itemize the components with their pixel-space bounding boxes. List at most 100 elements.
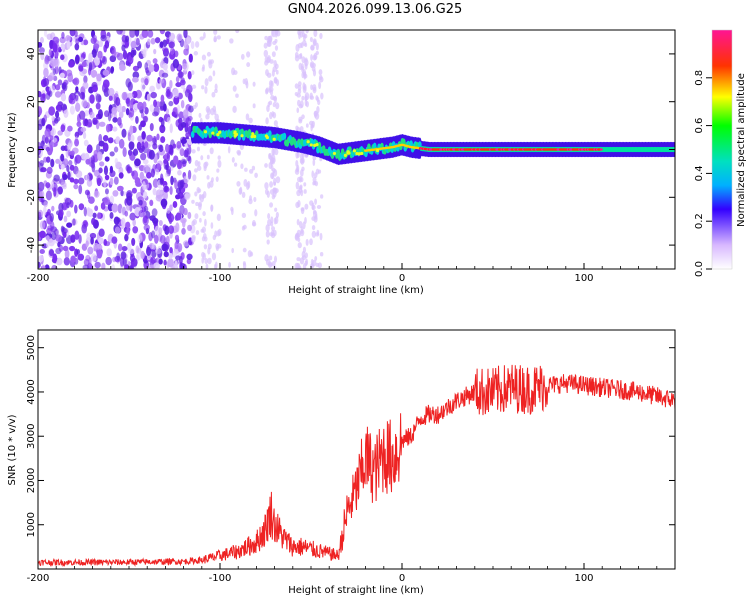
spectrogram-noise-cell xyxy=(266,55,272,63)
spectrogram-noise-cell xyxy=(68,160,73,166)
spectrogram-noise-cell xyxy=(121,44,126,52)
spectrogram-noise-cell xyxy=(242,224,247,230)
spectrogram-noise-cell xyxy=(315,168,320,175)
spectrogram-noise-cell xyxy=(242,247,247,253)
spectrogram-noise-cell xyxy=(204,78,209,87)
spectrogram-noise-cell xyxy=(195,201,199,207)
spectrogram-noise-cell xyxy=(166,91,173,100)
spectrogram-noise-cell xyxy=(143,215,148,224)
spectrogram-noise-cell xyxy=(214,230,218,238)
spectrogram-noise-cell xyxy=(311,225,316,231)
spectrogram-noise-cell xyxy=(296,93,301,98)
spectrogram-noise-cell xyxy=(212,105,217,112)
spectrogram-noise-cell xyxy=(137,61,142,69)
spectrogram-noise-cell xyxy=(90,37,97,45)
spectrogram-noise-cell xyxy=(312,159,316,167)
spectrogram-noise-cell xyxy=(160,117,165,128)
spectrogram-noise-cell xyxy=(64,249,70,259)
ridge-highlight xyxy=(240,134,244,138)
spectrogram-noise-cell xyxy=(316,204,322,209)
spectrogram-noise-cell xyxy=(41,264,46,269)
spectrogram-noise-cell xyxy=(315,42,319,51)
spectrogram-noise-cell xyxy=(274,216,279,225)
spectrogram-noise-cell xyxy=(179,255,183,266)
spectrogram-noise-cell xyxy=(63,257,70,266)
spectrogram-noise-cell xyxy=(199,36,205,41)
spectrogram-noise-cell xyxy=(135,116,139,124)
spectrogram-noise-cell xyxy=(101,56,107,65)
spectrogram-noise-cell xyxy=(93,43,100,50)
spectrogram-noise-cell xyxy=(198,201,203,208)
spectrogram-noise-cell xyxy=(318,81,322,90)
spectrogram-noise-cell xyxy=(159,30,165,35)
spectrogram-noise-cell xyxy=(59,72,65,79)
spectrogram-noise-cell xyxy=(183,149,189,158)
spectrogram-noise-cell xyxy=(166,116,171,124)
spectrogram-noise-cell xyxy=(131,187,137,194)
spectrogram-noise-cell xyxy=(303,189,307,194)
spectrogram-noise-cell xyxy=(316,96,320,103)
spectrogram-noise-cell xyxy=(88,61,93,72)
x-tick-label: -200 xyxy=(27,573,50,584)
spectrogram-noise-cell xyxy=(217,155,221,160)
spectrogram-noise-cell xyxy=(264,163,268,168)
spectrogram-noise-cell xyxy=(312,210,317,215)
spectrogram-noise-cell xyxy=(309,238,313,246)
spectrogram-noise-cell xyxy=(183,30,188,39)
spectrogram-noise-cell xyxy=(54,110,60,119)
spectrogram-noise-cell xyxy=(233,70,238,75)
spectrogram-noise-cell xyxy=(272,229,277,237)
spectrogram-noise-cell xyxy=(66,222,73,228)
spectrogram-noise-cell xyxy=(58,244,64,252)
spectrogram-noise-cell xyxy=(297,81,302,87)
spectrogram-noise-cell xyxy=(49,249,54,257)
spectrogram-noise-cell xyxy=(264,88,269,95)
spectrogram-noise-cell xyxy=(75,54,80,64)
ridge-core xyxy=(409,140,413,148)
spectrogram-noise-cell xyxy=(169,146,174,156)
spectrogram-noise-cell xyxy=(311,230,317,238)
spectrogram-noise-cell xyxy=(210,59,215,64)
spectrogram-noise-cell xyxy=(156,163,161,170)
spectrogram-noise-cell xyxy=(309,92,313,100)
spectrogram-noise-cell xyxy=(58,202,64,213)
spectrogram-noise-cell xyxy=(311,66,316,72)
spectrogram-noise-cell xyxy=(138,209,145,218)
spectrogram-noise-cell xyxy=(271,69,275,77)
spectrogram-noise-cell xyxy=(91,48,97,58)
spectrogram-noise-cell xyxy=(205,263,209,269)
spectrogram-noise-cell xyxy=(78,234,82,244)
spectrogram-noise-cell xyxy=(316,106,320,114)
spectrogram-noise-cell xyxy=(92,117,98,125)
spectrogram-noise-cell xyxy=(49,58,57,67)
spectrogram-noise-cell xyxy=(39,230,46,239)
spectrogram-noise-cell xyxy=(216,213,221,222)
spectrogram-noise-cell xyxy=(162,62,168,71)
spectrogram-noise-cell xyxy=(81,99,88,108)
spectrogram-noise-cell xyxy=(74,30,78,38)
spectrogram-noise-cell xyxy=(38,211,42,218)
spectrogram-noise-cell xyxy=(186,84,193,94)
spectrogram-noise-cell xyxy=(213,35,217,43)
spectrogram-noise-cell xyxy=(312,155,317,161)
spectrogram-noise-cell xyxy=(74,94,79,102)
snr-panel: -200 -100 0 100 1000 2000 3000 4000 5000 Height… xyxy=(7,329,676,596)
spectrogram-noise-cell xyxy=(54,91,62,98)
spectrogram-noise-cell xyxy=(126,164,131,174)
colorbar-tick-label: 0.2 xyxy=(694,213,705,229)
spectrogram-noise-cell xyxy=(158,220,163,227)
ridge-core xyxy=(240,128,245,136)
spectrogram-noise-cell xyxy=(45,235,50,241)
spectrogram-noise-cell xyxy=(146,134,153,142)
spectrogram-noise-cell xyxy=(203,31,206,39)
spectrogram-noise-cell xyxy=(168,225,175,234)
spectrogram-noise-cell xyxy=(76,121,82,127)
spectrogram-noise-cell xyxy=(63,79,69,86)
spectrogram-noise-cell xyxy=(215,176,219,182)
spectrogram-noise-cell xyxy=(151,243,156,250)
spectrogram-noise-cell xyxy=(137,233,143,244)
spectrogram-noise-cell xyxy=(175,76,180,83)
spectrogram-noise-cell xyxy=(64,197,72,206)
spectrogram-noise-cell xyxy=(98,40,103,48)
